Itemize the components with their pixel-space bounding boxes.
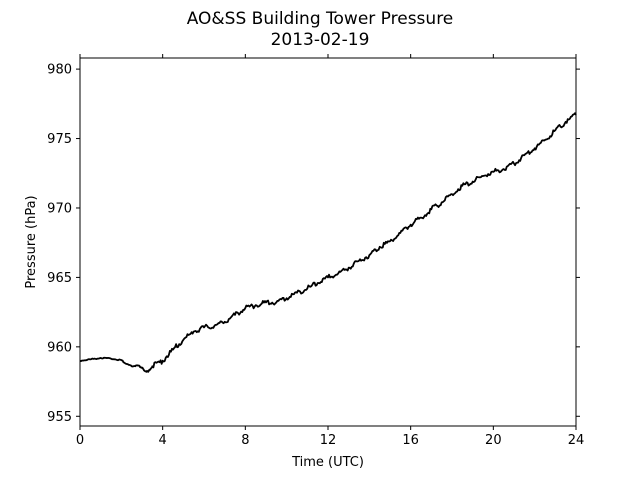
y-tick-label: 975 (47, 132, 72, 147)
chart-title: AO&SS Building Tower Pressure (187, 9, 454, 29)
series-layer (79, 112, 577, 373)
y-tick-label: 960 (47, 340, 72, 355)
x-tick-label: 4 (159, 433, 167, 448)
pressure-series-line-0 (79, 112, 577, 373)
y-axis-label: Pressure (hPa) (24, 195, 39, 288)
chart-subtitle: 2013-02-19 (271, 30, 370, 50)
y-tick-label: 980 (47, 63, 72, 78)
x-tick-label: 8 (241, 433, 249, 448)
y-tick-label: 970 (47, 201, 72, 216)
plot-frame (79, 57, 577, 427)
x-axis-label: Time (UTC) (291, 455, 364, 470)
y-tick-label: 955 (47, 410, 72, 425)
ticks-layer: 0 4 8 12 16 20 24 955 960 965 970 975 980 (47, 54, 584, 448)
x-tick-label: 16 (402, 433, 419, 448)
x-tick-label: 12 (320, 433, 337, 448)
y-tick-label: 965 (47, 271, 72, 286)
x-tick-label: 20 (485, 433, 502, 448)
x-tick-label: 24 (568, 433, 585, 448)
x-tick-label: 0 (76, 433, 84, 448)
